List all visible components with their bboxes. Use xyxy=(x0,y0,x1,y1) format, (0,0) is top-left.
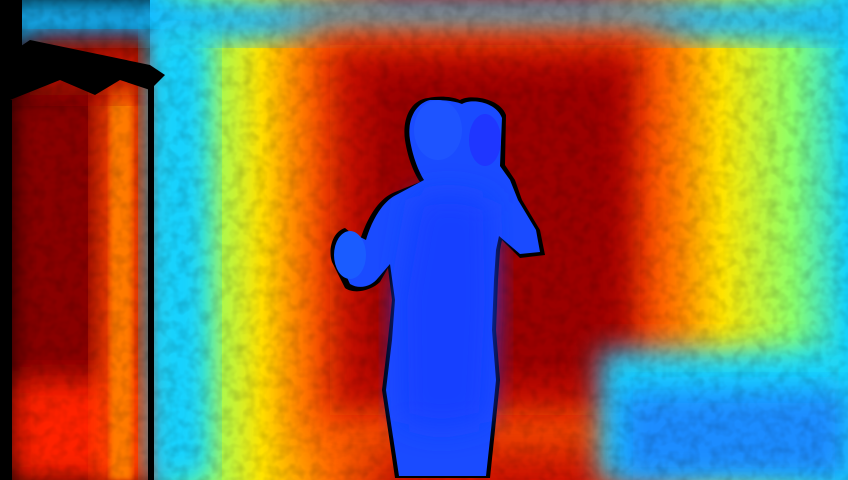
person-silhouette xyxy=(330,96,545,479)
missing-depth-regions xyxy=(0,0,165,480)
